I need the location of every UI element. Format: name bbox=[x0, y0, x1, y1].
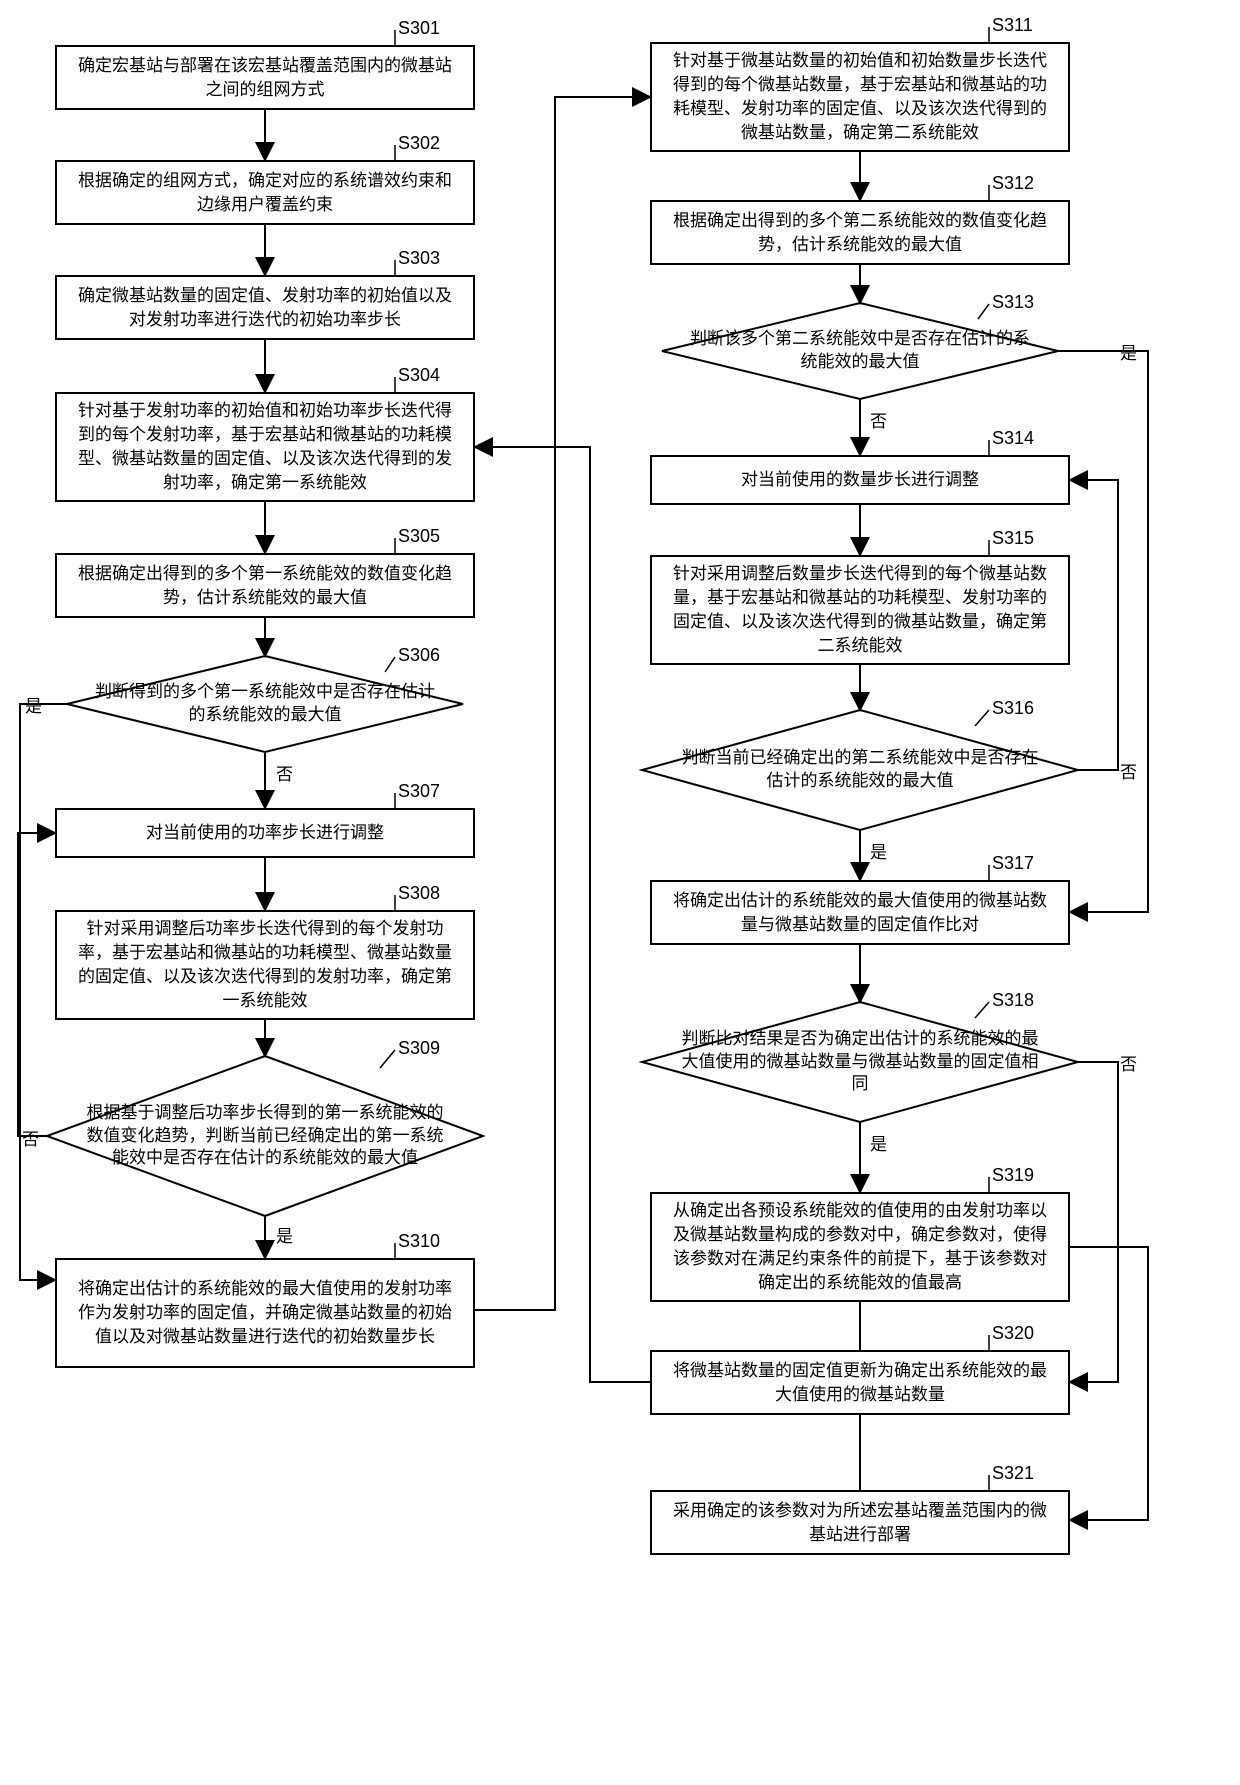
branch-no: 否 bbox=[22, 1125, 39, 1150]
node-text: 对当前使用的数量步长进行调整 bbox=[741, 468, 979, 492]
node-text: 根据确定的组网方式，确定对应的系统谱效约束和边缘用户覆盖约束 bbox=[71, 169, 459, 217]
node-s305: 根据确定出得到的多个第一系统能效的数值变化趋势，估计系统能效的最大值 bbox=[55, 553, 475, 618]
node-s313: 判断该多个第二系统能效中是否存在估计的系统能效的最大值 bbox=[690, 325, 1030, 377]
branch-yes: 是 bbox=[870, 838, 887, 863]
node-s314: 对当前使用的数量步长进行调整 bbox=[650, 455, 1070, 505]
node-text: 根据确定出得到的多个第二系统能效的数值变化趋势，估计系统能效的最大值 bbox=[666, 209, 1054, 257]
node-text: 确定微基站数量的固定值、发射功率的初始值以及对发射功率进行迭代的初始功率步长 bbox=[71, 284, 459, 332]
branch-yes: 是 bbox=[870, 1130, 887, 1155]
node-text: 根据确定出得到的多个第一系统能效的数值变化趋势，估计系统能效的最大值 bbox=[71, 562, 459, 610]
node-text: 针对采用调整后数量步长迭代得到的每个微基站数量，基于宏基站和微基站的功耗模型、发… bbox=[666, 562, 1054, 657]
node-s312: 根据确定出得到的多个第二系统能效的数值变化趋势，估计系统能效的最大值 bbox=[650, 200, 1070, 265]
label-s310: S310 bbox=[398, 1231, 440, 1252]
node-s302: 根据确定的组网方式，确定对应的系统谱效约束和边缘用户覆盖约束 bbox=[55, 160, 475, 225]
label-s315: S315 bbox=[992, 528, 1034, 549]
node-text: 确定宏基站与部署在该宏基站覆盖范围内的微基站之间的组网方式 bbox=[71, 54, 459, 102]
node-text: 针对基于发射功率的初始值和初始功率步长迭代得到的每个发射功率，基于宏基站和微基站… bbox=[71, 399, 459, 494]
label-s319: S319 bbox=[992, 1165, 1034, 1186]
node-text: 根据基于调整后功率步长得到的第一系统能效的数值变化趋势，判断当前已经确定出的第一… bbox=[80, 1102, 450, 1171]
label-s316: S316 bbox=[992, 698, 1034, 719]
label-s307: S307 bbox=[398, 781, 440, 802]
node-s301: 确定宏基站与部署在该宏基站覆盖范围内的微基站之间的组网方式 bbox=[55, 45, 475, 110]
node-text: 将微基站数量的固定值更新为确定出系统能效的最大值使用的微基站数量 bbox=[666, 1359, 1054, 1407]
node-text: 判断比对结果是否为确定出估计的系统能效的最大值使用的微基站数量与微基站数量的固定… bbox=[680, 1028, 1040, 1097]
label-s311: S311 bbox=[992, 15, 1033, 36]
label-s306: S306 bbox=[398, 645, 440, 666]
node-text: 针对采用调整后功率步长迭代得到的每个发射功率，基于宏基站和微基站的功耗模型、微基… bbox=[71, 917, 459, 1012]
node-text: 将确定出估计的系统能效的最大值使用的发射功率作为发射功率的固定值，并确定微基站数… bbox=[71, 1277, 459, 1348]
branch-no: 否 bbox=[1120, 1050, 1137, 1075]
branch-no: 否 bbox=[1120, 758, 1137, 783]
branch-no: 否 bbox=[276, 760, 293, 785]
label-s321: S321 bbox=[992, 1463, 1034, 1484]
node-s310: 将确定出估计的系统能效的最大值使用的发射功率作为发射功率的固定值，并确定微基站数… bbox=[55, 1258, 475, 1368]
branch-yes: 是 bbox=[276, 1222, 293, 1247]
node-s319: 从确定出各预设系统能效的值使用的由发射功率以及微基站数量构成的参数对中，确定参数… bbox=[650, 1192, 1070, 1302]
branch-yes: 是 bbox=[25, 692, 42, 717]
node-s306: 判断得到的多个第一系统能效中是否存在估计的系统能效的最大值 bbox=[95, 678, 435, 730]
label-s314: S314 bbox=[992, 428, 1034, 449]
node-text: 对当前使用的功率步长进行调整 bbox=[146, 821, 384, 845]
label-s302: S302 bbox=[398, 133, 440, 154]
node-s304: 针对基于发射功率的初始值和初始功率步长迭代得到的每个发射功率，基于宏基站和微基站… bbox=[55, 392, 475, 502]
label-s303: S303 bbox=[398, 248, 440, 269]
node-text: 判断当前已经确定出的第二系统能效中是否存在估计的系统能效的最大值 bbox=[680, 747, 1040, 793]
label-s312: S312 bbox=[992, 173, 1034, 194]
node-s311: 针对基于微基站数量的初始值和初始数量步长迭代得到的每个微基站数量，基于宏基站和微… bbox=[650, 42, 1070, 152]
branch-no: 否 bbox=[870, 407, 887, 432]
node-s309: 根据基于调整后功率步长得到的第一系统能效的数值变化趋势，判断当前已经确定出的第一… bbox=[80, 1086, 450, 1186]
node-text: 将确定出估计的系统能效的最大值使用的微基站数量与微基站数量的固定值作比对 bbox=[666, 889, 1054, 937]
label-s308: S308 bbox=[398, 883, 440, 904]
label-s309: S309 bbox=[398, 1038, 440, 1059]
label-s305: S305 bbox=[398, 526, 440, 547]
node-text: 针对基于微基站数量的初始值和初始数量步长迭代得到的每个微基站数量，基于宏基站和微… bbox=[666, 49, 1054, 144]
node-s307: 对当前使用的功率步长进行调整 bbox=[55, 808, 475, 858]
label-s313: S313 bbox=[992, 292, 1034, 313]
node-s321: 采用确定的该参数对为所述宏基站覆盖范围内的微基站进行部署 bbox=[650, 1490, 1070, 1555]
node-s317: 将确定出估计的系统能效的最大值使用的微基站数量与微基站数量的固定值作比对 bbox=[650, 880, 1070, 945]
label-s320: S320 bbox=[992, 1323, 1034, 1344]
node-text: 从确定出各预设系统能效的值使用的由发射功率以及微基站数量构成的参数对中，确定参数… bbox=[666, 1199, 1054, 1294]
branch-yes: 是 bbox=[1120, 339, 1137, 364]
node-s303: 确定微基站数量的固定值、发射功率的初始值以及对发射功率进行迭代的初始功率步长 bbox=[55, 275, 475, 340]
label-s317: S317 bbox=[992, 853, 1034, 874]
label-s318: S318 bbox=[992, 990, 1034, 1011]
node-text: 判断得到的多个第一系统能效中是否存在估计的系统能效的最大值 bbox=[95, 681, 435, 727]
label-s304: S304 bbox=[398, 365, 440, 386]
node-s315: 针对采用调整后数量步长迭代得到的每个微基站数量，基于宏基站和微基站的功耗模型、发… bbox=[650, 555, 1070, 665]
node-text: 采用确定的该参数对为所述宏基站覆盖范围内的微基站进行部署 bbox=[666, 1499, 1054, 1547]
node-s316: 判断当前已经确定出的第二系统能效中是否存在估计的系统能效的最大值 bbox=[680, 735, 1040, 805]
node-s320: 将微基站数量的固定值更新为确定出系统能效的最大值使用的微基站数量 bbox=[650, 1350, 1070, 1415]
label-s301: S301 bbox=[398, 18, 440, 39]
node-s318: 判断比对结果是否为确定出估计的系统能效的最大值使用的微基站数量与微基站数量的固定… bbox=[680, 1027, 1040, 1097]
node-s308: 针对采用调整后功率步长迭代得到的每个发射功率，基于宏基站和微基站的功耗模型、微基… bbox=[55, 910, 475, 1020]
node-text: 判断该多个第二系统能效中是否存在估计的系统能效的最大值 bbox=[690, 328, 1030, 374]
